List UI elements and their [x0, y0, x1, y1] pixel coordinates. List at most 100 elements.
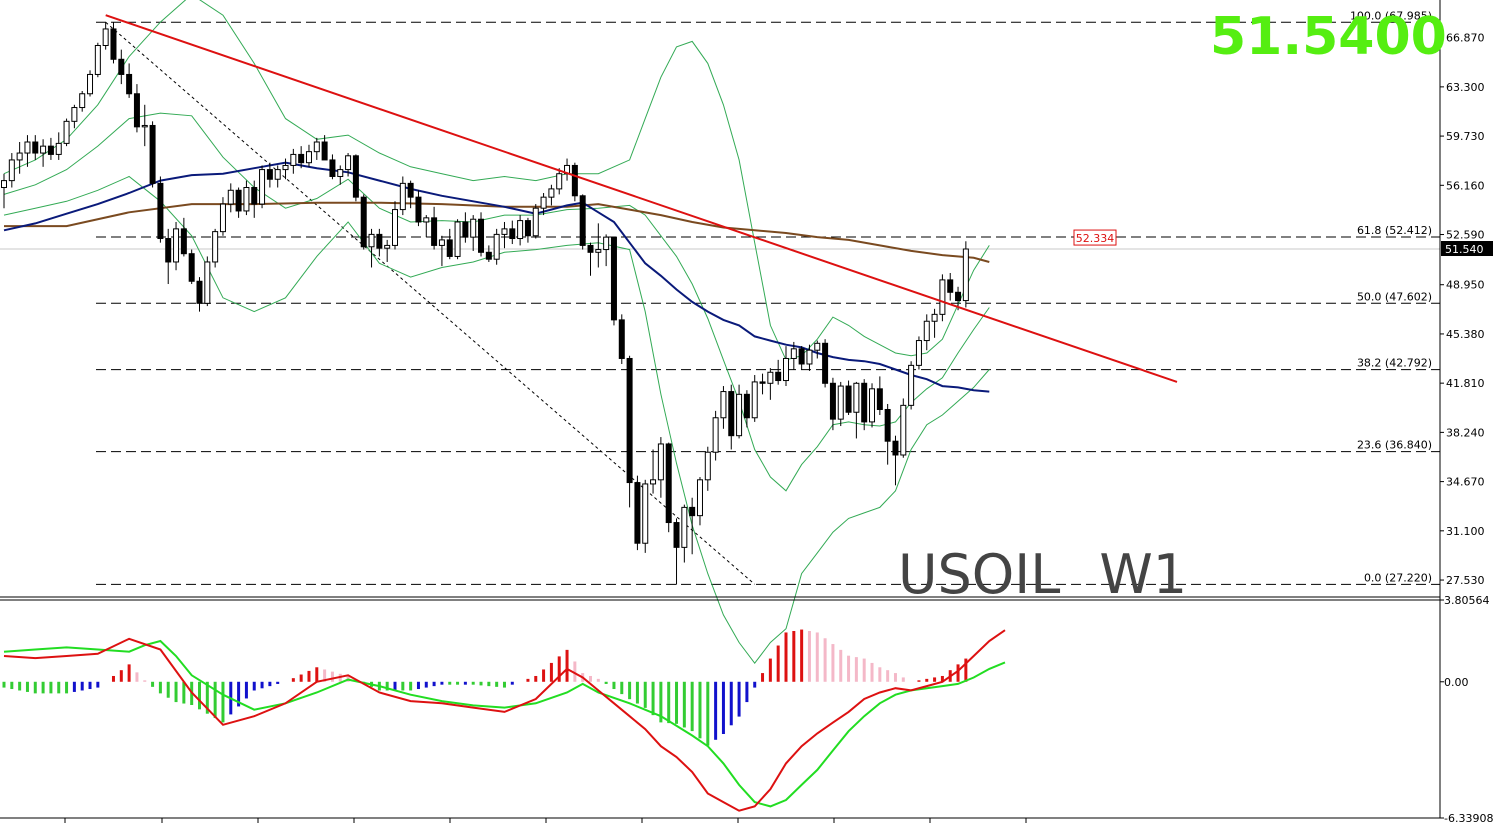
candle: [548, 184, 555, 206]
candle: [266, 162, 273, 188]
candle-body-bear: [415, 196, 422, 223]
candle-body-bear: [673, 522, 680, 548]
candle-body-bull: [40, 145, 47, 154]
candle-body-bear: [126, 73, 133, 95]
candle: [204, 256, 211, 307]
candle-body-bull: [392, 209, 398, 246]
candle: [923, 314, 930, 351]
candle: [829, 377, 836, 431]
candle-body-bull: [517, 220, 524, 240]
candle: [696, 477, 703, 526]
candle-body-bull: [837, 385, 844, 420]
candle-body-bull: [438, 239, 445, 246]
price-tick-label: 45.380: [1446, 328, 1485, 341]
candle: [173, 221, 180, 271]
candle-body-bear: [610, 236, 617, 321]
candle: [478, 212, 485, 257]
candle: [806, 344, 813, 371]
candle: [87, 70, 94, 97]
candle-body-bear: [634, 482, 641, 544]
candle-body-bear: [47, 145, 54, 155]
candle: [790, 341, 797, 370]
candle: [55, 132, 62, 160]
candle-body-bear: [32, 141, 39, 154]
timeframe-label: W1: [1099, 543, 1187, 606]
fib-level-label: 50.0 (47.602): [1357, 290, 1432, 303]
candle: [79, 90, 86, 112]
macd-pane: [2, 629, 1006, 812]
candle: [501, 221, 508, 249]
candle: [321, 135, 328, 161]
candle-body-bear: [509, 228, 516, 240]
candle: [869, 383, 876, 428]
candle-body-bear: [618, 319, 625, 359]
price-marker-box: [1073, 229, 1117, 246]
candle: [540, 193, 547, 216]
candle: [462, 212, 469, 243]
current-price-badge: [1441, 241, 1493, 257]
candle: [63, 118, 70, 147]
candle-body-bear: [689, 506, 696, 517]
candle: [532, 204, 539, 239]
candle: [188, 249, 195, 285]
candle-body-bull: [900, 404, 907, 456]
candle: [360, 194, 367, 250]
candle-body-bull: [869, 388, 876, 423]
candle-body-bear: [822, 342, 829, 384]
candle-body-bear: [188, 253, 195, 282]
candle: [212, 228, 219, 268]
candle-body-bull: [1, 180, 7, 189]
candle: [751, 375, 758, 422]
macd-line: [3, 629, 1006, 812]
candle: [384, 239, 391, 262]
candle: [118, 49, 125, 85]
candle-body-bull: [274, 169, 281, 180]
bollinger-upper: [3, 0, 990, 361]
candle-body-bear: [829, 382, 836, 420]
candle-body-bull: [939, 279, 946, 315]
candle: [423, 215, 430, 238]
candle-body-bear: [431, 217, 438, 246]
candle: [1, 173, 7, 209]
candle-body-bear: [133, 93, 140, 128]
candle-body-bear: [587, 244, 594, 253]
candle-body-bear: [149, 124, 156, 184]
candle-body-bear: [798, 348, 805, 365]
price-tick-label: 48.950: [1446, 279, 1485, 292]
candle: [845, 380, 852, 416]
candle-body-bear: [626, 357, 633, 484]
candle-body-bull: [814, 342, 821, 351]
candle: [595, 223, 602, 268]
candle: [517, 215, 524, 246]
candle-body-bull: [94, 44, 101, 75]
price-tick-label: 27.530: [1446, 574, 1485, 587]
price-tick-label: 56.160: [1446, 179, 1485, 192]
candle-body-bull: [313, 141, 320, 153]
candle: [673, 518, 680, 585]
candle: [884, 403, 891, 465]
candle-body-bull: [751, 381, 758, 419]
candle-body-bear: [110, 28, 117, 60]
candle-body-bull: [915, 340, 922, 366]
candle-body-bull: [540, 196, 547, 209]
candle-body-bull: [212, 231, 219, 263]
big-last-price: 51.5400: [1210, 7, 1447, 67]
candle: [141, 104, 148, 147]
candle: [94, 42, 101, 78]
candle-body-bull: [642, 483, 649, 544]
candle: [454, 219, 461, 260]
candle-body-bull: [384, 244, 391, 249]
candle-body-bear: [759, 381, 766, 384]
fib-level-label: 23.6 (36.840): [1357, 439, 1432, 452]
candle-body-bull: [532, 207, 539, 237]
candle-body-bear: [251, 187, 258, 205]
indicator-tick-label: -6.33908: [1444, 812, 1493, 823]
candle: [728, 384, 735, 450]
candle: [947, 272, 954, 301]
macd-signal-line: [3, 639, 1006, 808]
candle-body-bull: [736, 393, 743, 437]
candle: [470, 215, 477, 251]
indicator-tick-label: 0.00: [1444, 676, 1469, 689]
